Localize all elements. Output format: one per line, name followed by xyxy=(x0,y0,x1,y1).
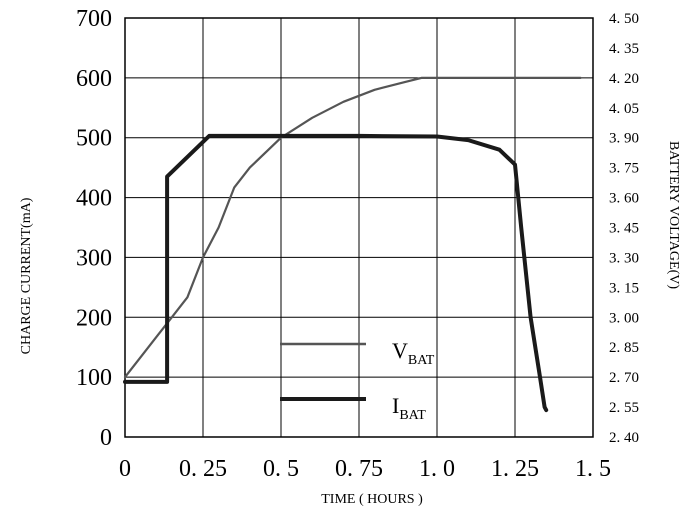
x-tick-label: 0. 25 xyxy=(179,456,227,482)
legend-label-vbat: VBAT xyxy=(392,338,435,368)
y-left-tick-label: 0 xyxy=(100,425,112,451)
x-axis-label: TIME ( HOURS ) xyxy=(321,492,423,507)
y-right-tick-label: 3. 15 xyxy=(609,280,639,296)
x-tick-label: 1. 0 xyxy=(419,456,455,482)
legend-vbat-name: V xyxy=(392,338,408,363)
y-right-tick-label: 2. 85 xyxy=(609,340,639,356)
y-right-tick-label: 4. 50 xyxy=(609,11,639,27)
y-left-tick-label: 600 xyxy=(76,66,112,92)
legend-label-ibat: IBAT xyxy=(392,393,426,423)
legend: VBAT IBAT xyxy=(280,338,435,423)
ticks-layer: 0 100 200 300 400 500 600 700 2. 40 2. 55 2. 70 2. … xyxy=(76,6,639,482)
x-tick-label: 1. 25 xyxy=(491,456,539,482)
y-right-tick-label: 3. 45 xyxy=(609,221,639,237)
legend-ibat-name: I xyxy=(392,393,399,418)
y-left-tick-label: 400 xyxy=(76,186,112,212)
y-right-tick-label: 3. 75 xyxy=(609,161,639,177)
legend-ibat-sub: BAT xyxy=(399,408,426,423)
series-line-v-bat xyxy=(123,76,582,379)
y-right-tick-label: 3. 30 xyxy=(609,250,639,266)
y-right-tick-label: 2. 55 xyxy=(609,400,639,416)
y-axis-left-label: CHARGE CURRENT(mA) xyxy=(19,197,34,354)
y-left-tick-label: 700 xyxy=(76,6,112,32)
y-axis-right-label: BATTERY VOLTAGE(V) xyxy=(666,141,681,289)
y-right-tick-label: 2. 40 xyxy=(609,430,639,446)
y-right-tick-label: 2. 70 xyxy=(609,370,639,386)
y-right-tick-label: 4. 35 xyxy=(609,41,639,57)
grid xyxy=(125,18,593,437)
y-right-tick-label: 4. 05 xyxy=(609,101,639,117)
series-layer xyxy=(123,76,582,413)
legend-vbat-sub: BAT xyxy=(408,353,435,368)
x-tick-label: 1. 5 xyxy=(575,456,611,482)
y-right-tick-label: 3. 00 xyxy=(609,310,639,326)
x-tick-label: 0. 75 xyxy=(335,456,383,482)
y-right-tick-label: 3. 90 xyxy=(609,131,639,147)
y-left-tick-label: 100 xyxy=(76,365,112,391)
series-line-i-bat xyxy=(123,133,549,413)
y-right-tick-label: 3. 60 xyxy=(609,191,639,207)
plot-frame xyxy=(124,17,594,438)
x-tick-label: 0. 5 xyxy=(263,456,299,482)
y-left-tick-label: 300 xyxy=(76,245,112,271)
x-tick-label: 0 xyxy=(119,456,131,482)
y-left-tick-label: 500 xyxy=(76,126,112,152)
y-right-tick-label: 4. 20 xyxy=(609,71,639,87)
y-left-tick-label: 200 xyxy=(76,305,112,331)
